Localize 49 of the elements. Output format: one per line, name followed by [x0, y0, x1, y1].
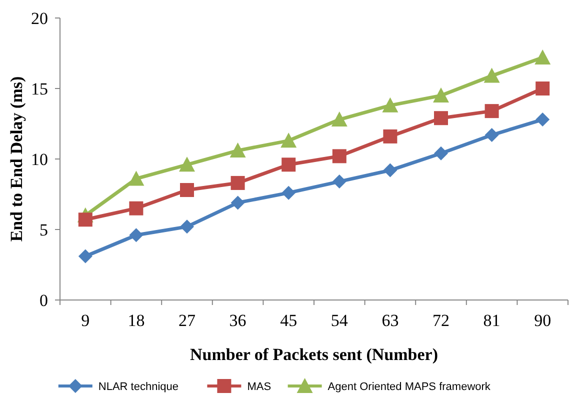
x-tick-label: 54 — [330, 311, 348, 330]
point — [383, 163, 398, 178]
point — [280, 132, 297, 148]
y-tick-label: 0 — [40, 290, 48, 310]
point — [78, 212, 92, 227]
y-axis-title: End to End Delay (ms) — [7, 76, 26, 242]
point — [180, 220, 194, 234]
point — [434, 111, 448, 126]
point — [129, 228, 144, 242]
x-tick-label: 72 — [432, 311, 450, 330]
legend-label: MAS — [247, 380, 272, 393]
legend-label: Agent Oriented MAPS framework — [328, 380, 491, 393]
point — [534, 49, 551, 64]
x-tick-label: 27 — [178, 311, 196, 330]
point — [78, 249, 92, 264]
point — [331, 112, 348, 127]
point — [484, 68, 500, 83]
point — [179, 156, 195, 172]
point — [484, 128, 499, 142]
point — [536, 112, 550, 127]
point — [484, 104, 499, 118]
point — [128, 170, 144, 186]
point — [129, 201, 144, 216]
point — [382, 97, 398, 112]
x-tick-label: 18 — [128, 311, 145, 330]
x-tick-label: 90 — [534, 311, 552, 330]
x-tick-label: 63 — [382, 311, 399, 330]
point — [536, 82, 550, 96]
x-tick-label: 36 — [229, 311, 246, 330]
x-tick-label: 81 — [483, 311, 500, 330]
point — [332, 174, 346, 189]
y-tick-label: 15 — [31, 79, 48, 98]
point — [434, 146, 448, 160]
y-tick-label: 10 — [31, 150, 48, 169]
x-tick-label: 9 — [81, 311, 90, 330]
legend-label: NLAR technique — [98, 380, 179, 393]
point — [230, 142, 246, 158]
x-axis-title: Number of Packets sent (Number) — [190, 345, 438, 364]
point — [433, 88, 449, 103]
point — [383, 129, 398, 144]
point — [282, 158, 296, 172]
y-tick-label: 20 — [31, 8, 48, 28]
y-tick-label: 5 — [40, 220, 48, 240]
point — [332, 149, 346, 164]
point — [230, 176, 245, 190]
point — [282, 186, 296, 200]
x-tick-label: 45 — [280, 311, 298, 330]
point — [180, 183, 194, 198]
point — [230, 196, 245, 210]
